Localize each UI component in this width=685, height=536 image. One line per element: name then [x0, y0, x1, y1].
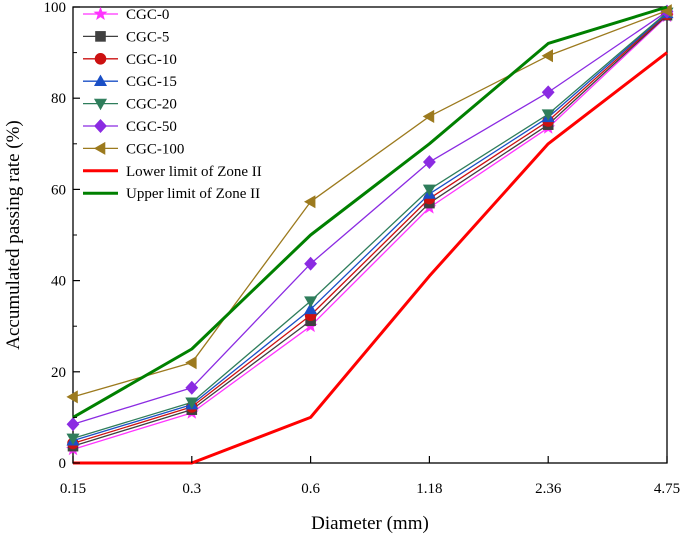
x-axis-title: Diameter (mm)	[311, 513, 429, 534]
data-point-cgc-15	[304, 302, 318, 315]
legend-label-cgc-0: CGC-0	[126, 7, 169, 23]
x-tick-label: 0.6	[301, 481, 320, 497]
data-point-cgc-100	[541, 49, 554, 63]
series-line-cgc-15	[72, 12, 668, 442]
data-point-cgc-100	[66, 390, 78, 404]
x-tick-label: 0.3	[182, 481, 201, 497]
y-axis-title: Accumulated passing rate (%)	[3, 120, 24, 350]
legend-label-lower-limit-of-zone-ii: Lower limit of Zone II	[126, 164, 262, 180]
legend-label-cgc-50: CGC-50	[126, 119, 177, 135]
legend-item-cgc-100: CGC-100	[83, 141, 184, 157]
legend-marker-cgc-20	[93, 98, 108, 111]
y-tick-label: 20	[51, 365, 66, 381]
series-cgc-15	[66, 6, 674, 446]
data-point-cgc-20	[422, 184, 436, 197]
x-tick-label: 1.18	[416, 481, 442, 497]
data-point-cgc-100	[422, 109, 435, 123]
legend-item-lower-limit-of-zone-ii: Lower limit of Zone II	[83, 164, 262, 180]
y-tick-label: 40	[51, 274, 66, 290]
legend-marker-cgc-15	[93, 74, 108, 86]
data-point-cgc-50	[66, 417, 80, 432]
x-tick-label: 0.15	[60, 481, 86, 497]
data-point-cgc-50	[185, 380, 199, 395]
legend-label-cgc-100: CGC-100	[126, 141, 184, 157]
x-tick-label: 2.36	[535, 481, 562, 497]
legend-item-cgc-20: CGC-20	[83, 97, 177, 113]
y-tick-label: 0	[59, 456, 67, 472]
y-tick-label: 60	[51, 182, 66, 198]
y-tick-label: 100	[44, 0, 67, 16]
legend-label-cgc-10: CGC-10	[126, 52, 177, 68]
data-point-cgc-100	[303, 195, 316, 209]
legend-marker-cgc-50	[94, 119, 107, 133]
legend-label-upper-limit-of-zone-ii: Upper limit of Zone II	[126, 186, 260, 202]
legend-label-cgc-20: CGC-20	[126, 97, 177, 113]
data-point-cgc-50	[541, 85, 555, 100]
legend-item-upper-limit-of-zone-ii: Upper limit of Zone II	[83, 186, 260, 202]
data-point-cgc-50	[304, 256, 318, 271]
y-tick-label: 80	[51, 91, 66, 107]
legend-label-cgc-15: CGC-15	[126, 74, 177, 90]
legend-label-cgc-5: CGC-5	[126, 29, 169, 45]
legend-item-cgc-0: CGC-0	[83, 6, 169, 23]
legend-item-cgc-15: CGC-15	[83, 74, 177, 90]
legend-marker-cgc-5	[95, 31, 106, 42]
series-line-cgc-100	[72, 10, 668, 398]
series-upper-limit-of-zone-ii	[72, 5, 668, 419]
series-line-cgc-20	[72, 11, 668, 440]
series-lower-limit-of-zone-ii	[73, 51, 668, 465]
series-line-cgc-10	[72, 13, 668, 445]
data-point-cgc-100	[185, 356, 197, 370]
legend-marker-cgc-0	[93, 6, 108, 20]
series-line-lower-limit-of-zone-ii	[73, 51, 668, 465]
legend-marker-cgc-10	[94, 52, 107, 65]
series-line-cgc-0	[72, 15, 668, 450]
data-point-cgc-20	[541, 109, 555, 121]
legend-item-cgc-5: CGC-5	[83, 29, 169, 45]
data-point-cgc-20	[185, 397, 199, 409]
series-layer	[65, 4, 675, 465]
legend-item-cgc-10: CGC-10	[83, 52, 177, 68]
series-line-cgc-5	[72, 14, 668, 447]
data-point-cgc-50	[422, 155, 436, 169]
data-point-cgc-20	[66, 433, 80, 445]
axes-layer: 0 20 40 60 80 100 0.15 0.3 0.6 1.18 2.36 4.75	[44, 0, 681, 497]
data-point-cgc-20	[304, 296, 318, 308]
series-line-upper-limit-of-zone-ii	[72, 5, 668, 419]
x-tick-label: 4.75	[654, 481, 680, 497]
legend-marker-cgc-100	[93, 141, 106, 155]
legend-item-cgc-50: CGC-50	[83, 119, 177, 135]
series-line-cgc-50	[72, 11, 668, 425]
legend: CGC-0 CGC-5 CGC-10 CGC-15 CGC-20 CGC-50 CGC-10…	[83, 6, 262, 202]
series-cgc-50	[66, 4, 674, 432]
